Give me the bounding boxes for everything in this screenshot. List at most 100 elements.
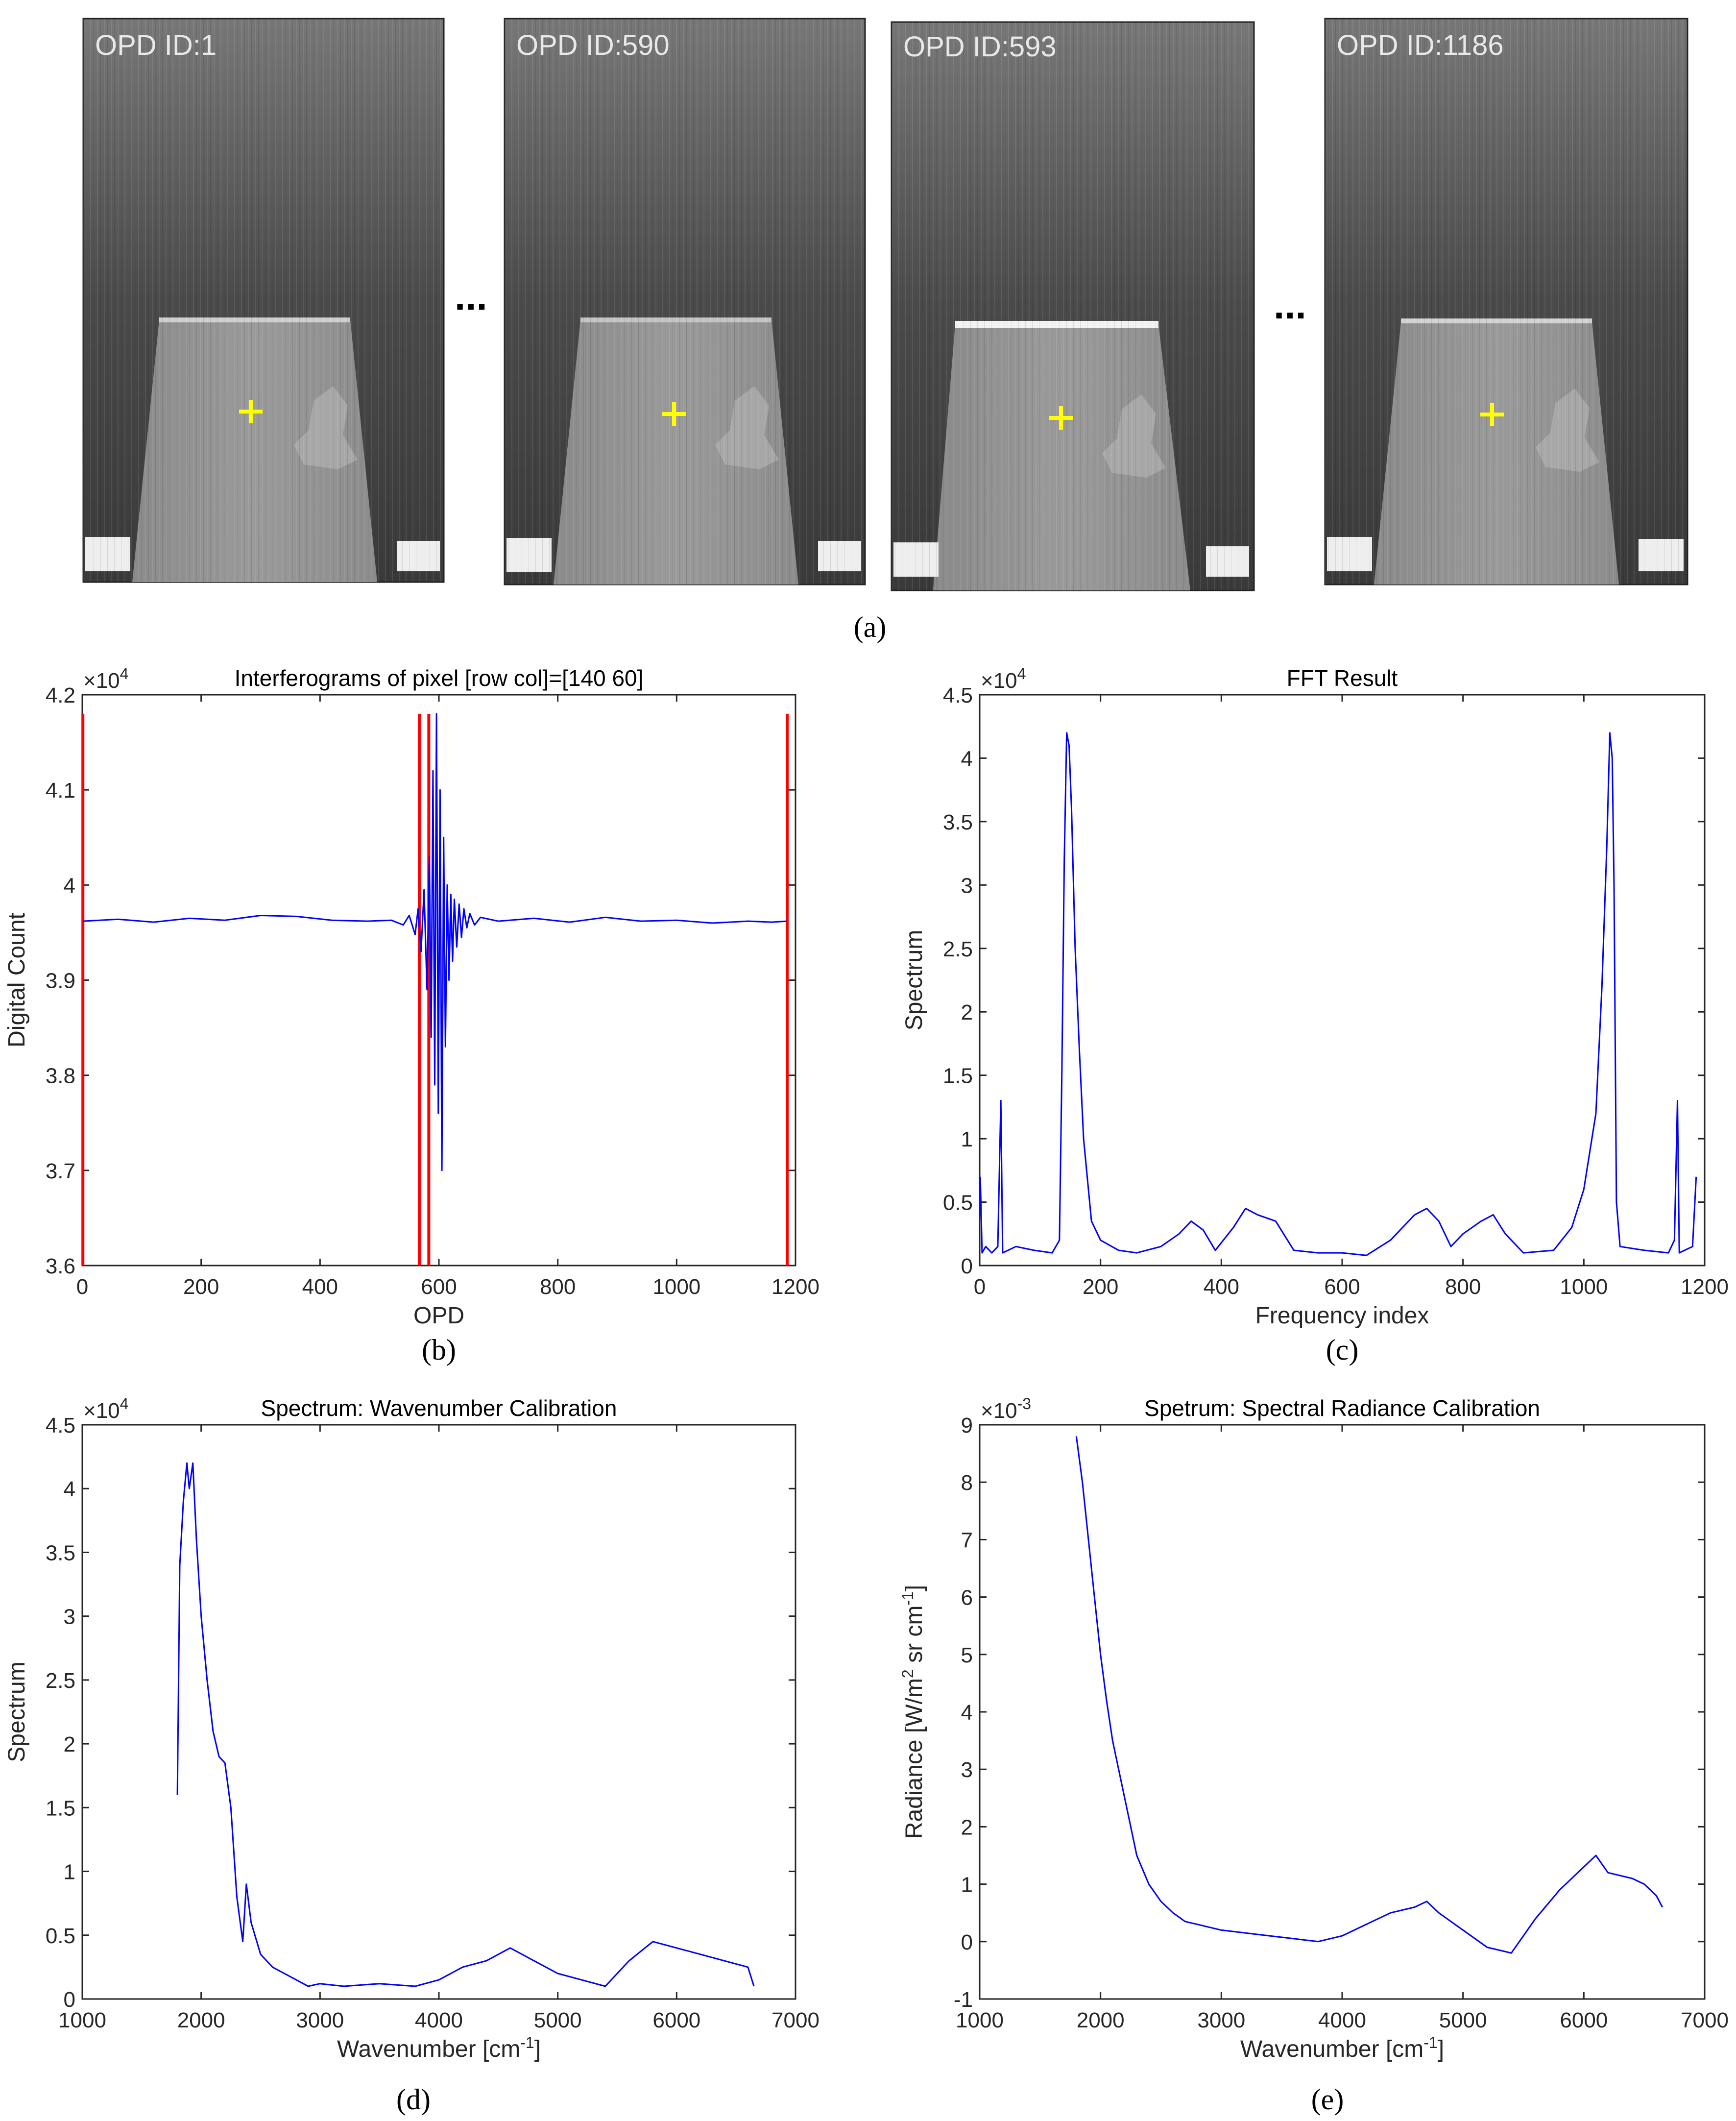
x-axis-label: Wavenumber [cm-1]	[337, 2034, 541, 2062]
chart-e: 1000 2000 3000 4000 5000 6000 7000 -1 0 1 2 3 4 5 6 7 8 9…	[899, 1395, 1729, 2116]
chart-title: Interferograms of pixel [row col]=[140 6…	[235, 665, 644, 691]
ellipsis-2: ...	[1274, 283, 1306, 327]
panel-caption: (d)	[396, 2083, 431, 2116]
series-line	[83, 713, 788, 1171]
x-tick-label: 5000	[1439, 2008, 1487, 2032]
pixel-marker-icon	[239, 400, 263, 423]
x-tick-label: 800	[1445, 1275, 1481, 1299]
y-tick-label: 4	[961, 1701, 973, 1725]
frame-4: OPD ID:1186	[1324, 18, 1688, 585]
axis-multiplier: ×104	[83, 665, 128, 693]
y-tick-label: 2.5	[46, 1669, 75, 1693]
y-tick-label: 1	[64, 1860, 75, 1884]
y-tick-label: 9	[961, 1414, 973, 1438]
x-tick-label: 0	[974, 1275, 986, 1299]
y-axis-label: Digital Count	[4, 913, 30, 1048]
y-tick-label: 0	[961, 1930, 973, 1954]
opd-label: OPD ID:593	[903, 31, 1057, 63]
y-tick-label: 5	[961, 1643, 973, 1667]
panel-caption: (c)	[1326, 1334, 1359, 1366]
panel-caption: (e)	[1311, 2083, 1344, 2116]
axis-multiplier: ×104	[83, 1395, 128, 1423]
y-tick-label: 3.5	[46, 1541, 75, 1565]
x-tick-label: 1200	[1681, 1275, 1729, 1299]
chart-title: Spetrum: Spectral Radiance Calibration	[1144, 1395, 1540, 1421]
y-tick-label: 3.6	[46, 1254, 75, 1278]
y-tick-label: 0.5	[943, 1191, 973, 1215]
x-tick-label: 7000	[1681, 2008, 1729, 2032]
frame-3: OPD ID:593	[891, 21, 1255, 591]
opd-label: OPD ID:1	[95, 29, 217, 61]
x-tick-label: 1000	[956, 2008, 1004, 2032]
x-tick-label: 1200	[772, 1275, 820, 1299]
stripe-texture	[892, 22, 1254, 590]
y-axis-label: Spectrum	[4, 1661, 30, 1762]
axis-multiplier: ×104	[981, 665, 1026, 693]
y-tick-label: 0	[64, 1988, 75, 2012]
y-tick-label: 4.1	[46, 779, 75, 803]
chart-title: FFT Result	[1287, 665, 1398, 691]
pixel-marker-icon	[1480, 403, 1504, 426]
axis-multiplier: ×10-3	[981, 1395, 1031, 1423]
x-tick-label: 400	[302, 1275, 338, 1299]
plot-area	[81, 1424, 796, 2000]
chart-d: 1000 2000 3000 4000 5000 6000 7000 0 0.5 1 1.5 2 2.5…	[4, 1395, 820, 2116]
stripe-texture	[1325, 19, 1688, 585]
x-tick-label: 800	[540, 1275, 576, 1299]
y-tick-label: 1	[961, 1127, 973, 1151]
chart-c: 0 200 400 600 800 1000 1200 0 0.5 1 1.5 2 2.5 3 3.5 4 4.…	[901, 665, 1729, 1366]
y-tick-label: 3	[961, 874, 973, 898]
y-tick-label: 4	[64, 874, 75, 898]
y-tick-label: 1.5	[943, 1064, 973, 1088]
y-axis-label: Spectrum	[901, 930, 927, 1030]
opd-label: OPD ID:1186	[1337, 29, 1504, 61]
ellipsis-1: ...	[455, 274, 487, 318]
x-axis-label: Frequency index	[1255, 1303, 1429, 1329]
y-tick-label: 4.5	[943, 683, 973, 707]
y-tick-label: 4	[961, 747, 973, 771]
series-line	[1075, 1436, 1664, 1954]
panel-caption: (b)	[422, 1334, 456, 1366]
y-tick-label: -1	[954, 1988, 973, 2012]
x-tick-label: 600	[1324, 1275, 1360, 1299]
y-tick-label: 3.7	[46, 1159, 75, 1183]
y-tick-label: 4.5	[46, 1414, 75, 1438]
series-line	[979, 732, 1697, 1256]
y-tick-label: 2.5	[943, 937, 973, 961]
y-tick-label: 3.9	[46, 969, 75, 993]
frame-1: OPD ID:1	[82, 18, 445, 583]
y-axis-label: Radiance [W/m2 sr cm-1]	[899, 1585, 927, 1839]
stripe-texture	[83, 19, 444, 582]
x-tick-label: 7000	[772, 2008, 820, 2032]
chart-title: Spectrum: Wavenumber Calibration	[261, 1395, 617, 1421]
panel-a: OPD ID:1 ... OPD ID:590	[82, 18, 1688, 643]
pixel-marker-icon	[662, 402, 686, 426]
x-tick-label: 4000	[1318, 2008, 1366, 2032]
y-tick-label: 2	[961, 1815, 973, 1839]
pixel-marker-icon	[1049, 406, 1073, 430]
frame-2: OPD ID:590	[504, 18, 866, 585]
x-tick-label: 1000	[58, 2008, 106, 2032]
y-tick-label: 3.5	[943, 810, 973, 834]
series-line	[176, 1462, 755, 1987]
x-tick-label: 6000	[652, 2008, 700, 2032]
y-tick-label: 1.5	[46, 1796, 75, 1820]
y-tick-label: 0.5	[46, 1924, 75, 1948]
plot-area	[979, 694, 1706, 1267]
y-tick-label: 4	[64, 1477, 75, 1501]
y-tick-label: 7	[961, 1528, 973, 1552]
y-tick-label: 6	[961, 1586, 973, 1610]
x-tick-label: 5000	[534, 2008, 582, 2032]
x-tick-label: 0	[76, 1275, 88, 1299]
stripe-texture	[505, 19, 865, 585]
x-tick-label: 1000	[652, 1275, 700, 1299]
x-axis-label: Wavenumber [cm-1]	[1240, 2034, 1444, 2062]
caption-a: (a)	[854, 611, 887, 643]
opd-label: OPD ID:590	[516, 29, 670, 61]
y-tick-label: 4.2	[46, 683, 75, 707]
x-tick-label: 200	[183, 1275, 219, 1299]
x-tick-label: 1000	[1560, 1275, 1608, 1299]
x-tick-label: 2000	[1077, 2008, 1125, 2032]
y-tick-label: 2	[64, 1732, 75, 1756]
